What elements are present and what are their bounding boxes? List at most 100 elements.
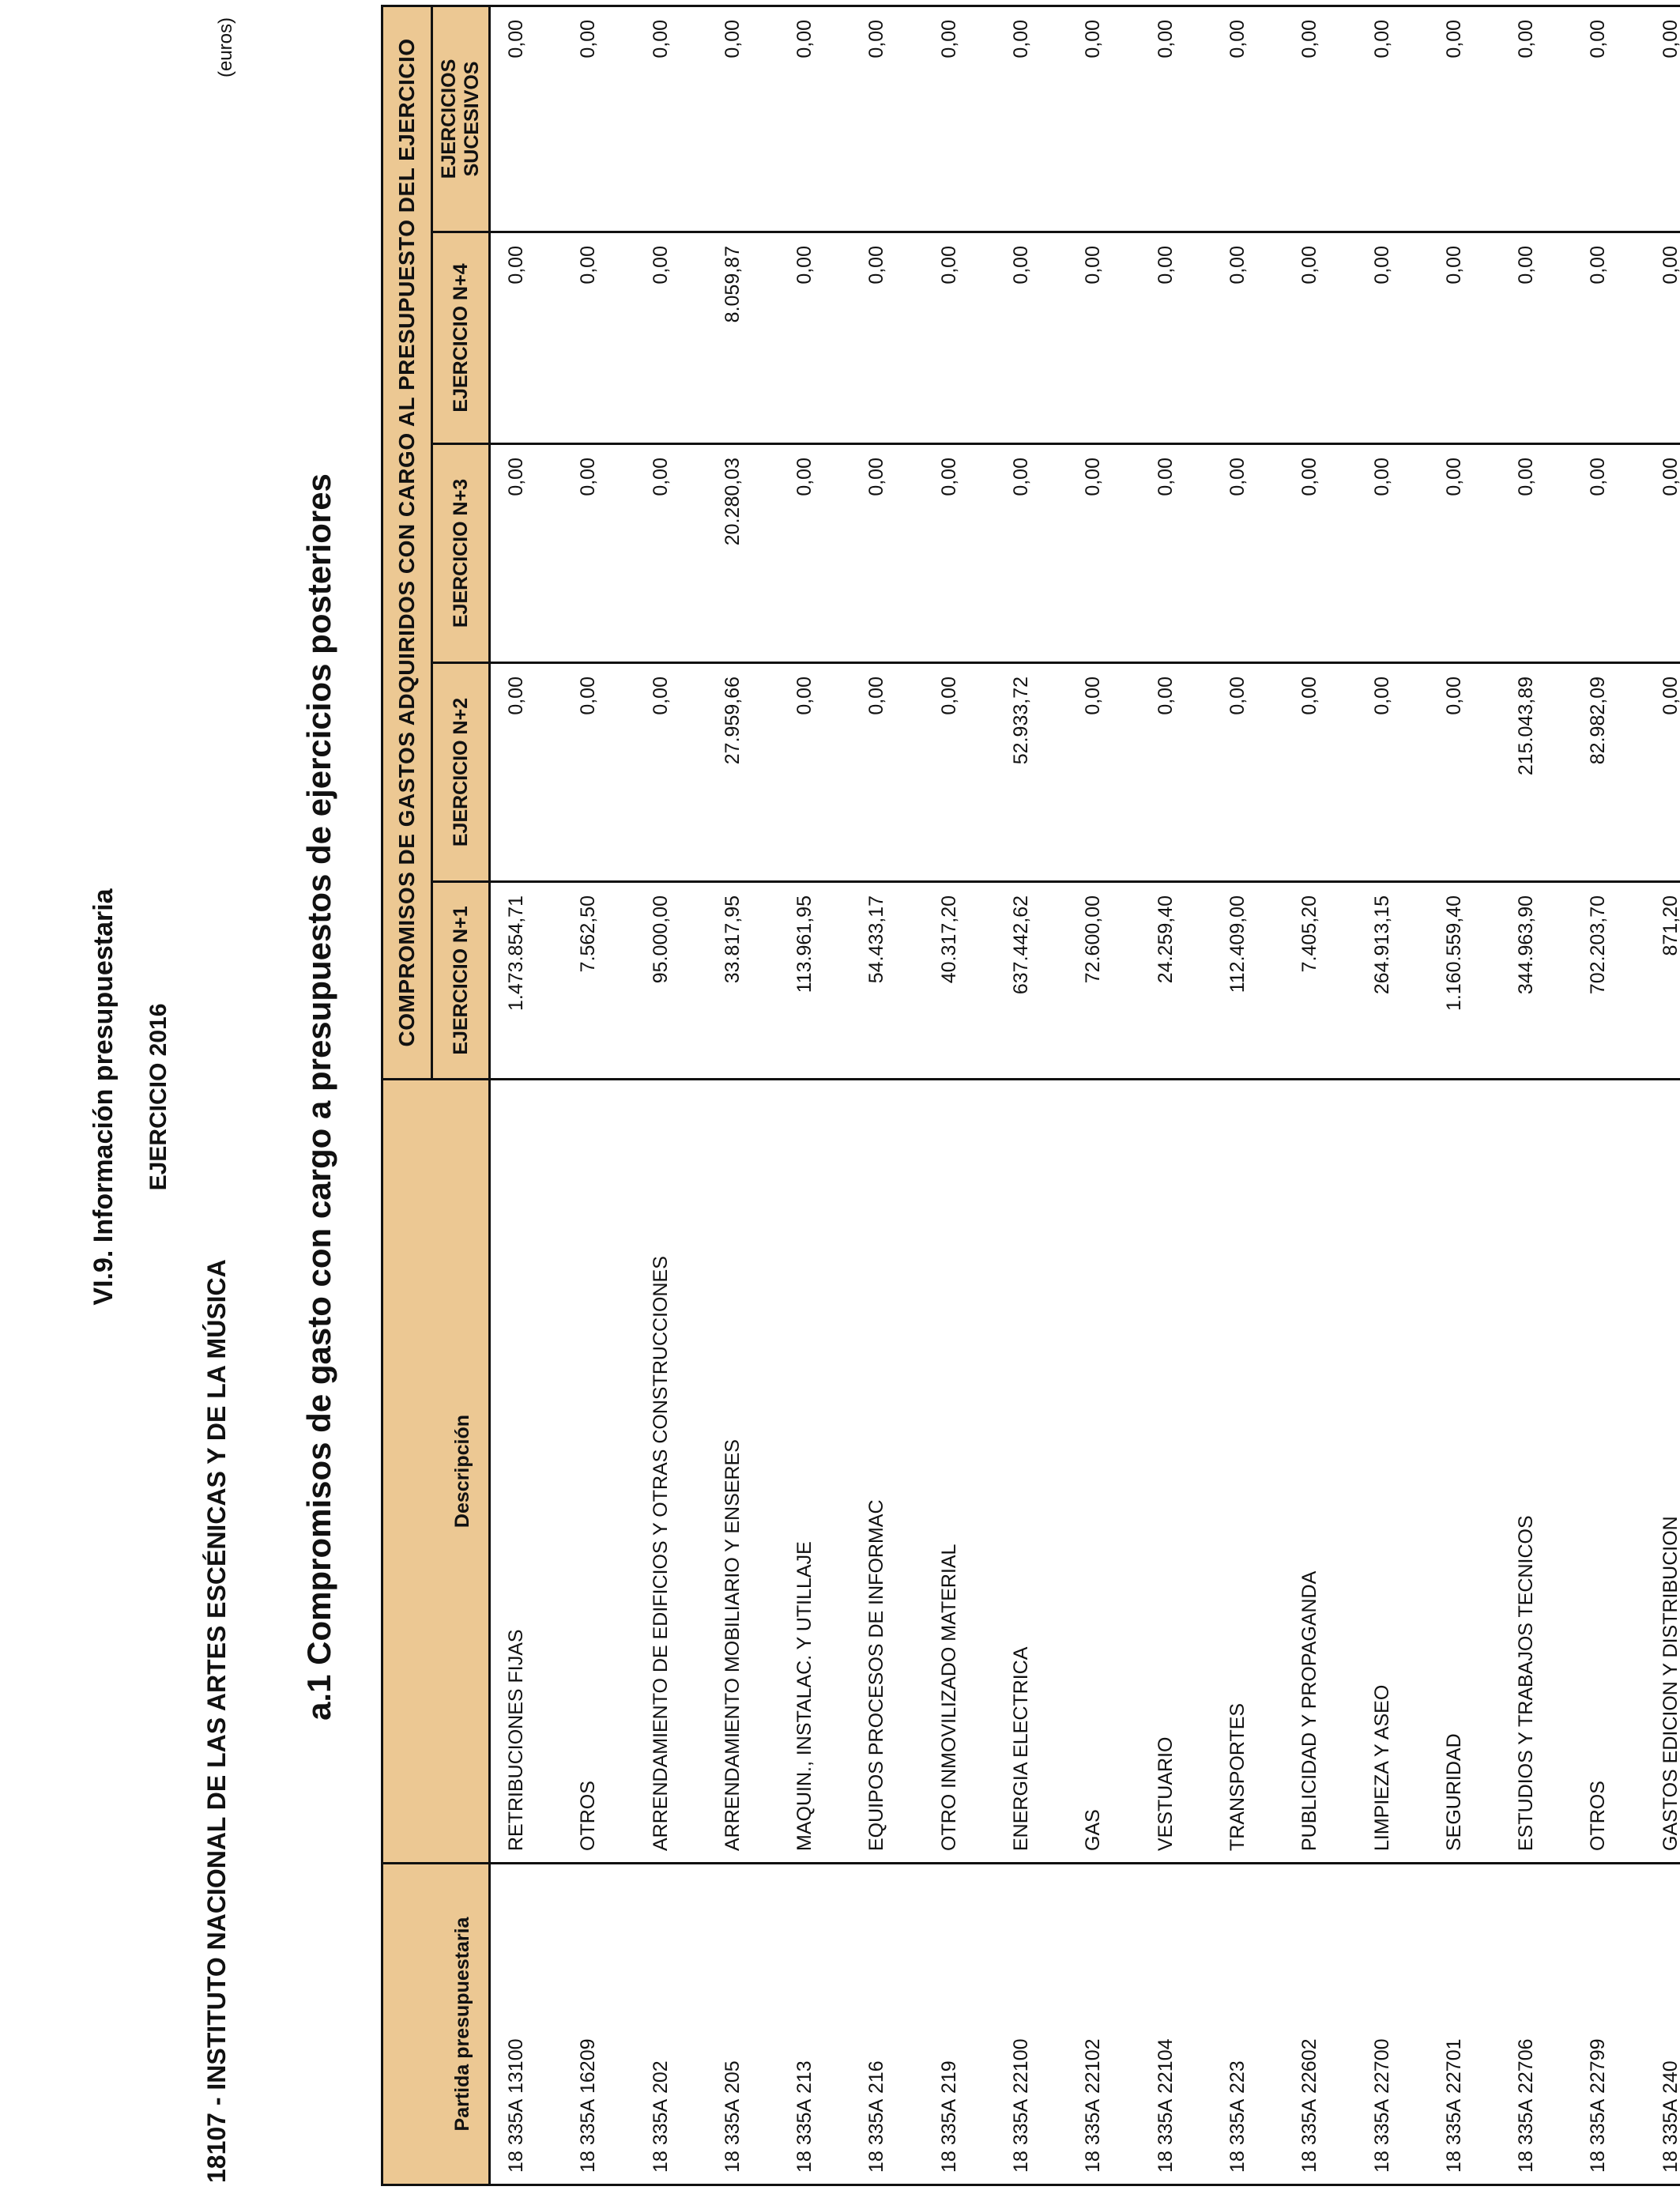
- partida-cell: 18 335A22706: [1501, 1863, 1573, 2185]
- header-n2: EJERCICIO N+2: [431, 662, 490, 882]
- fiscal-year: EJERCICIO 2016: [145, 1003, 171, 1191]
- amount-n4-cell: 0,00: [1068, 232, 1140, 444]
- amount-n1-cell: 871,20: [1644, 881, 1680, 1080]
- partida-cell: 18 335A240: [1644, 1863, 1680, 2185]
- amount-n4-cell: 0,00: [635, 232, 707, 444]
- descripcion-cell: ARRENDAMIENTO DE EDIFICIOS Y OTRAS CONST…: [635, 1079, 707, 1864]
- descripcion-cell: OTRO INMOVILIZADO MATERIAL: [923, 1079, 996, 1864]
- descripcion-cell: PUBLICIDAD Y PROPAGANDA: [1284, 1079, 1357, 1864]
- header-partida: Partida presupuestaria: [382, 1863, 490, 2185]
- descripcion-cell: RETRIBUCIONES FIJAS: [489, 1079, 563, 1864]
- partida-cell: 18 335A223: [1211, 1863, 1285, 2185]
- amount-n3-cell: 0,00: [1573, 443, 1645, 663]
- table-row: 18 335A219 OTRO INMOVILIZADO MATERIAL 40.3…: [923, 6, 996, 2185]
- amount-n3-cell: 0,00: [851, 443, 924, 663]
- partida-cell: 18 335A22104: [1139, 1863, 1212, 2185]
- amount-suc-cell: 0,00: [1211, 6, 1285, 232]
- amount-n2-cell: 0,00: [851, 662, 924, 882]
- partida-cell: 18 335A22602: [1284, 1863, 1357, 2185]
- amount-suc-cell: 0,00: [563, 6, 635, 232]
- descripcion-cell: TRANSPORTES: [1211, 1079, 1285, 1864]
- amount-n2-cell: 0,00: [1428, 662, 1501, 882]
- partida-cell: 18 335A22100: [996, 1863, 1068, 2185]
- amount-n4-cell: 0,00: [1573, 232, 1645, 444]
- header-n1: EJERCICIO N+1: [431, 881, 490, 1080]
- amount-n2-cell: 0,00: [635, 662, 707, 882]
- amount-n4-cell: 0,00: [489, 232, 563, 444]
- amount-n4-cell: 0,00: [1428, 232, 1501, 444]
- amount-n3-cell: 0,00: [996, 443, 1068, 663]
- partida-cell: 18 335A219: [923, 1863, 996, 2185]
- table-row: 18 335A22102 GAS 72.600,00 0,00 0,00 0,00 0,00: [1068, 6, 1140, 2185]
- amount-n3-cell: 0,00: [1139, 443, 1212, 663]
- amount-n2-cell: 0,00: [563, 662, 635, 882]
- amount-n4-cell: 0,00: [996, 232, 1068, 444]
- amount-n4-cell: 0,00: [1284, 232, 1357, 444]
- amount-n1-cell: 7.405,20: [1284, 881, 1357, 1080]
- amount-suc-cell: 0,00: [779, 6, 852, 232]
- amount-n3-cell: 0,00: [1284, 443, 1357, 663]
- amount-n2-cell: 52.933,72: [996, 662, 1068, 882]
- amount-n3-cell: 0,00: [1356, 443, 1429, 663]
- descripcion-cell: ESTUDIOS Y TRABAJOS TECNICOS: [1501, 1079, 1573, 1864]
- amount-suc-cell: 0,00: [489, 6, 563, 232]
- amount-n2-cell: 0,00: [1284, 662, 1357, 882]
- amount-n2-cell: 27.959,66: [706, 662, 780, 882]
- section-title: VI.9. Información presupuestaria: [89, 888, 119, 1306]
- amount-suc-cell: 0,00: [923, 6, 996, 232]
- table-row: 18 335A13100 RETRIBUCIONES FIJAS 1.473.854…: [489, 6, 563, 2185]
- table-row: 18 335A16209 OTROS 7.562,50 0,00 0,00 0,00 0,0…: [563, 6, 635, 2185]
- amount-n1-cell: 1.473.854,71: [489, 881, 563, 1080]
- amount-n1-cell: 113.961,95: [779, 881, 852, 1080]
- amount-n1-cell: 72.600,00: [1068, 881, 1140, 1080]
- amount-suc-cell: 0,00: [996, 6, 1068, 232]
- amount-n4-cell: 0,00: [1139, 232, 1212, 444]
- partida-cell: 18 335A205: [706, 1863, 780, 2185]
- amount-n3-cell: 0,00: [635, 443, 707, 663]
- amount-n3-cell: 0,00: [1644, 443, 1680, 663]
- amount-n4-cell: 0,00: [923, 232, 996, 444]
- descripcion-cell: GAS: [1068, 1079, 1140, 1864]
- amount-n2-cell: 0,00: [1068, 662, 1140, 882]
- amount-n1-cell: 637.442,62: [996, 881, 1068, 1080]
- descripcion-cell: ARRENDAMIENTO MOBILIARIO Y ENSERES: [706, 1079, 780, 1864]
- amount-n4-cell: 0,00: [1501, 232, 1573, 444]
- amount-n2-cell: 0,00: [1356, 662, 1429, 882]
- table-row: 18 335A223 TRANSPORTES 112.409,00 0,00 0,00 0…: [1211, 6, 1285, 2185]
- table-row: 18 335A22706 ESTUDIOS Y TRABAJOS TECNICOS…: [1501, 6, 1573, 2185]
- header-n4: EJERCICIO N+4: [431, 232, 490, 444]
- partida-cell: 18 335A22701: [1428, 1863, 1501, 2185]
- descripcion-cell: MAQUIN., INSTALAC. Y UTILLAJE: [779, 1079, 852, 1864]
- amount-n3-cell: 0,00: [923, 443, 996, 663]
- table-row: 18 335A202 ARRENDAMIENTO DE EDIFICIOS Y O…: [635, 6, 707, 2185]
- descripcion-cell: OTROS: [1573, 1079, 1645, 1864]
- amount-suc-cell: 0,00: [706, 6, 780, 232]
- amount-n3-cell: 20.280,03: [706, 443, 780, 663]
- amount-n2-cell: 82.982,09: [1573, 662, 1645, 882]
- amount-n3-cell: 0,00: [1501, 443, 1573, 663]
- partida-cell: 18 335A216: [851, 1863, 924, 2185]
- amount-n1-cell: 24.259,40: [1139, 881, 1212, 1080]
- header-group-compromisos: COMPROMISOS DE GASTOS ADQUIRIDOS CON CAR…: [382, 6, 432, 1080]
- descripcion-cell: GASTOS EDICION Y DISTRIBUCION: [1644, 1079, 1680, 1864]
- amount-suc-cell: 0,00: [1644, 6, 1680, 232]
- amount-n3-cell: 0,00: [1211, 443, 1285, 663]
- table-row: 18 335A22700 LIMPIEZA Y ASEO 264.913,15 0,0…: [1356, 6, 1429, 2185]
- amount-n4-cell: 0,00: [563, 232, 635, 444]
- amount-n1-cell: 344.963,90: [1501, 881, 1573, 1080]
- descripcion-cell: EQUIPOS PROCESOS DE INFORMAC: [851, 1079, 924, 1864]
- table-row: 18 335A22799 OTROS 702.203,70 82.982,09 0,00…: [1573, 6, 1645, 2185]
- amount-n2-cell: 215.043,89: [1501, 662, 1573, 882]
- amount-n2-cell: 0,00: [1139, 662, 1212, 882]
- amount-n2-cell: 0,00: [489, 662, 563, 882]
- amount-suc-cell: 0,00: [1573, 6, 1645, 232]
- amount-n4-cell: 8.059,87: [706, 232, 780, 444]
- descripcion-cell: OTROS: [563, 1079, 635, 1864]
- partida-cell: 18 335A22799: [1573, 1863, 1645, 2185]
- amount-n4-cell: 0,00: [851, 232, 924, 444]
- partida-cell: 18 335A22700: [1356, 1863, 1429, 2185]
- amount-n1-cell: 54.433,17: [851, 881, 924, 1080]
- table-row: 18 335A22104 VESTUARIO 24.259,40 0,00 0,00 0,…: [1139, 6, 1212, 2185]
- report-subtitle: a.1 Compromisos de gasto con cargo a pre…: [300, 473, 337, 1721]
